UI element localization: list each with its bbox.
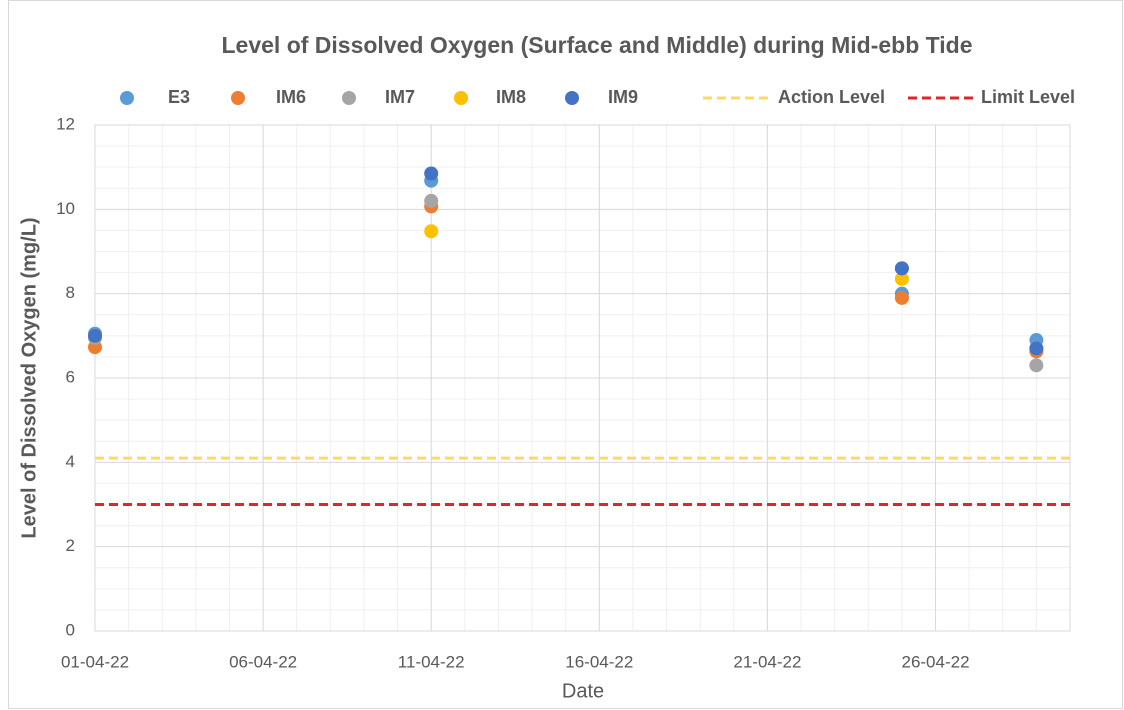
y-tick-label: 0 [66, 620, 75, 639]
chart-title: Level of Dissolved Oxygen (Surface and M… [221, 32, 972, 58]
point [424, 193, 439, 208]
legend-label: Limit Level [981, 87, 1075, 107]
y-tick-label: 12 [56, 114, 75, 133]
plot-border [94, 124, 1071, 632]
x-axis-label: Date [562, 680, 604, 702]
legend-swatch [231, 91, 245, 105]
x-tick-label: 16-04-22 [565, 652, 633, 671]
point [1029, 341, 1044, 356]
legend-swatch [342, 91, 356, 105]
x-tick-label: 26-04-22 [901, 652, 969, 671]
point [424, 166, 439, 181]
legend-label: IM9 [608, 87, 638, 107]
legend-swatch [565, 91, 579, 105]
y-axis-label: Level of Dissolved Oxygen (mg/L) [18, 217, 40, 538]
legend-swatch [120, 91, 134, 105]
point [88, 328, 102, 343]
x-tick-label: 01-04-22 [61, 652, 129, 671]
y-tick-label: 4 [66, 452, 75, 471]
point [894, 271, 909, 286]
point [894, 261, 909, 276]
point [1029, 358, 1044, 373]
legend-swatch [454, 91, 468, 105]
x-tick-label: 21-04-22 [733, 652, 801, 671]
x-tick-label: 06-04-22 [229, 652, 297, 671]
legend-label: Action Level [778, 87, 885, 107]
x-tick-label: 11-04-22 [398, 652, 465, 671]
y-tick-label: 8 [66, 283, 75, 302]
legend-label: IM7 [385, 87, 415, 107]
legend-label: E3 [168, 87, 190, 107]
point [894, 290, 909, 305]
legend-label: IM8 [496, 87, 526, 107]
y-tick-label: 10 [56, 199, 75, 218]
legend-label: IM6 [276, 87, 306, 107]
point [424, 224, 439, 239]
y-tick-label: 2 [66, 536, 75, 555]
y-tick-label: 6 [66, 367, 75, 386]
